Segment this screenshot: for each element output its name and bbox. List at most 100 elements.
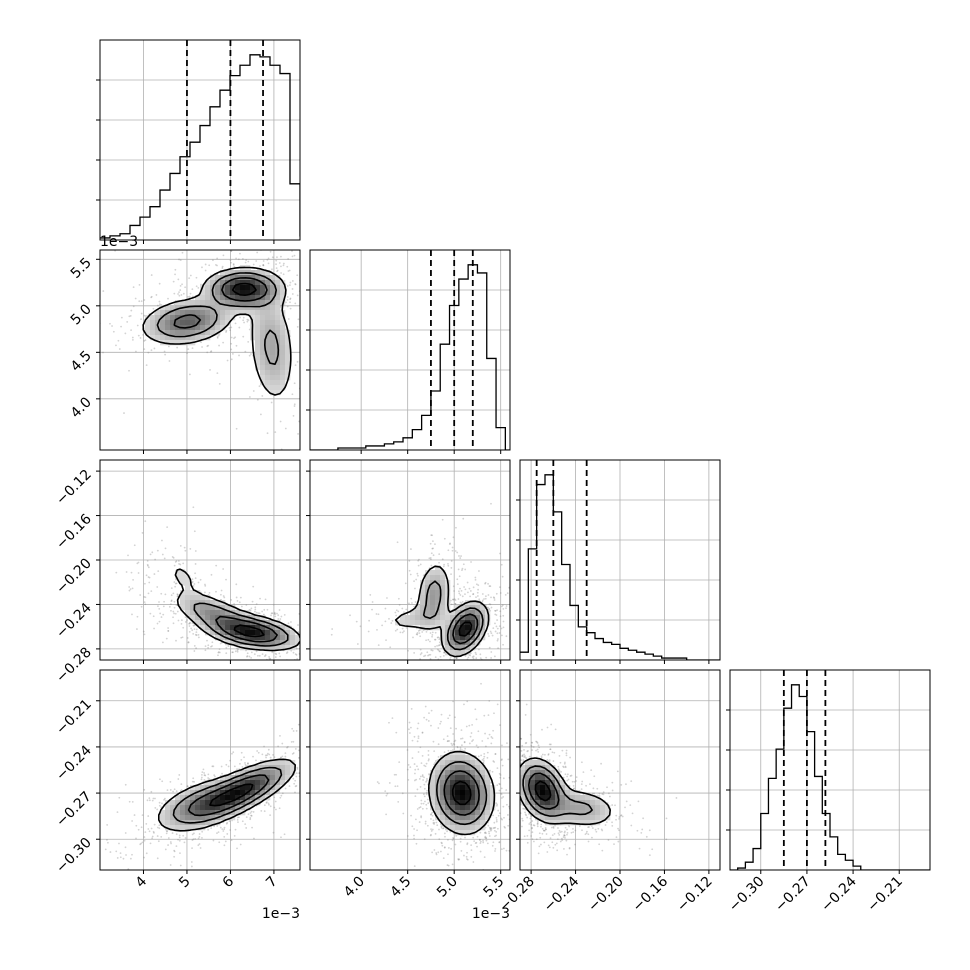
scatter-point <box>335 750 337 752</box>
scatter-point <box>217 831 220 834</box>
scatter-point <box>484 661 486 663</box>
scatter-point <box>158 801 161 804</box>
scatter-point <box>452 536 455 539</box>
scatter-point <box>475 583 478 586</box>
scatter-point <box>223 596 226 599</box>
scatter-point <box>191 581 194 583</box>
scatter-point <box>268 657 271 660</box>
scatter-point <box>418 671 420 673</box>
scatter-point <box>427 758 430 761</box>
scatter-point <box>429 632 432 634</box>
scatter-point <box>497 647 500 650</box>
scatter-point <box>132 578 134 581</box>
scatter-point <box>461 569 463 571</box>
density-cell <box>265 300 271 306</box>
scatter-point <box>311 327 313 329</box>
scatter-point <box>220 589 223 592</box>
density-cell <box>210 330 216 336</box>
density-cell <box>265 770 271 776</box>
scatter-point <box>501 604 504 607</box>
scatter-point <box>204 583 206 586</box>
scatter-point <box>188 295 191 298</box>
density-cell <box>215 325 221 331</box>
scatter-point <box>217 651 220 654</box>
scatter-point <box>421 665 423 667</box>
scatter-point <box>211 641 214 644</box>
scatter-point <box>280 794 283 797</box>
scatter-point <box>416 808 419 810</box>
scatter-point <box>170 599 173 602</box>
scatter-point <box>188 622 190 625</box>
scatter-point <box>231 664 233 666</box>
scatter-point <box>273 796 276 799</box>
density-cell <box>230 785 236 791</box>
density-cell <box>205 815 211 821</box>
scatter-point <box>193 832 195 835</box>
scatter-point <box>167 629 170 632</box>
scatter-point <box>412 636 414 639</box>
scatter-point <box>140 318 142 321</box>
density-cell <box>275 370 281 376</box>
density-cell <box>160 335 166 341</box>
scatter-point <box>172 616 174 619</box>
scatter-point <box>240 751 243 754</box>
density-cell <box>230 810 236 816</box>
scatter-point <box>173 292 176 295</box>
density-cell <box>185 575 191 581</box>
scatter-point <box>517 825 519 827</box>
scatter-point <box>287 745 289 748</box>
scatter-point <box>136 628 138 630</box>
density-cell <box>255 800 261 806</box>
contour-line <box>231 282 257 296</box>
scatter-point <box>131 613 133 616</box>
density-cell <box>165 320 171 326</box>
density-cell <box>220 300 226 306</box>
density-cell <box>195 335 201 341</box>
scatter-point <box>500 848 503 851</box>
scatter-point <box>308 621 310 623</box>
scatter-point <box>477 730 480 733</box>
scatter-point <box>283 833 286 836</box>
scatter-point <box>278 652 281 655</box>
scatter-point <box>129 314 132 317</box>
scatter-point <box>191 288 194 291</box>
scatter-point <box>244 823 247 826</box>
scatter-point <box>513 759 515 761</box>
density-cell <box>470 610 476 616</box>
density-cell <box>280 330 286 336</box>
scatter-point <box>303 315 305 317</box>
density-cell <box>205 320 211 326</box>
density-cell <box>285 340 291 346</box>
density-cell <box>240 770 246 776</box>
scatter-point <box>160 836 163 838</box>
scatter-point <box>279 655 282 658</box>
scatter-point <box>269 756 272 759</box>
scatter-point <box>420 652 423 654</box>
scatter-point <box>184 549 187 552</box>
density-cell <box>250 295 256 301</box>
scatter-point <box>488 585 491 588</box>
scatter-point <box>388 617 390 620</box>
scatter-point <box>275 259 278 262</box>
scatter-point <box>463 665 465 667</box>
scatter-point <box>156 857 159 860</box>
scatter-point <box>396 628 399 631</box>
density-cell <box>260 325 266 331</box>
scatter-point <box>506 742 508 745</box>
scatter-point <box>511 803 513 805</box>
scatter-point <box>302 467 304 469</box>
scatter-point <box>489 585 492 588</box>
scatter-point <box>301 650 303 652</box>
scatter-point <box>148 799 151 802</box>
scatter-point <box>210 827 213 830</box>
scatter-point <box>184 837 187 839</box>
scatter-point <box>230 250 233 253</box>
scatter-point <box>262 264 265 266</box>
scatter-point <box>291 280 294 282</box>
density-cell <box>255 270 261 276</box>
scatter-point <box>163 557 166 560</box>
scatter-point <box>311 633 313 635</box>
scatter-point <box>284 755 287 758</box>
scatter-point <box>147 351 150 354</box>
scatter-point <box>180 619 183 622</box>
